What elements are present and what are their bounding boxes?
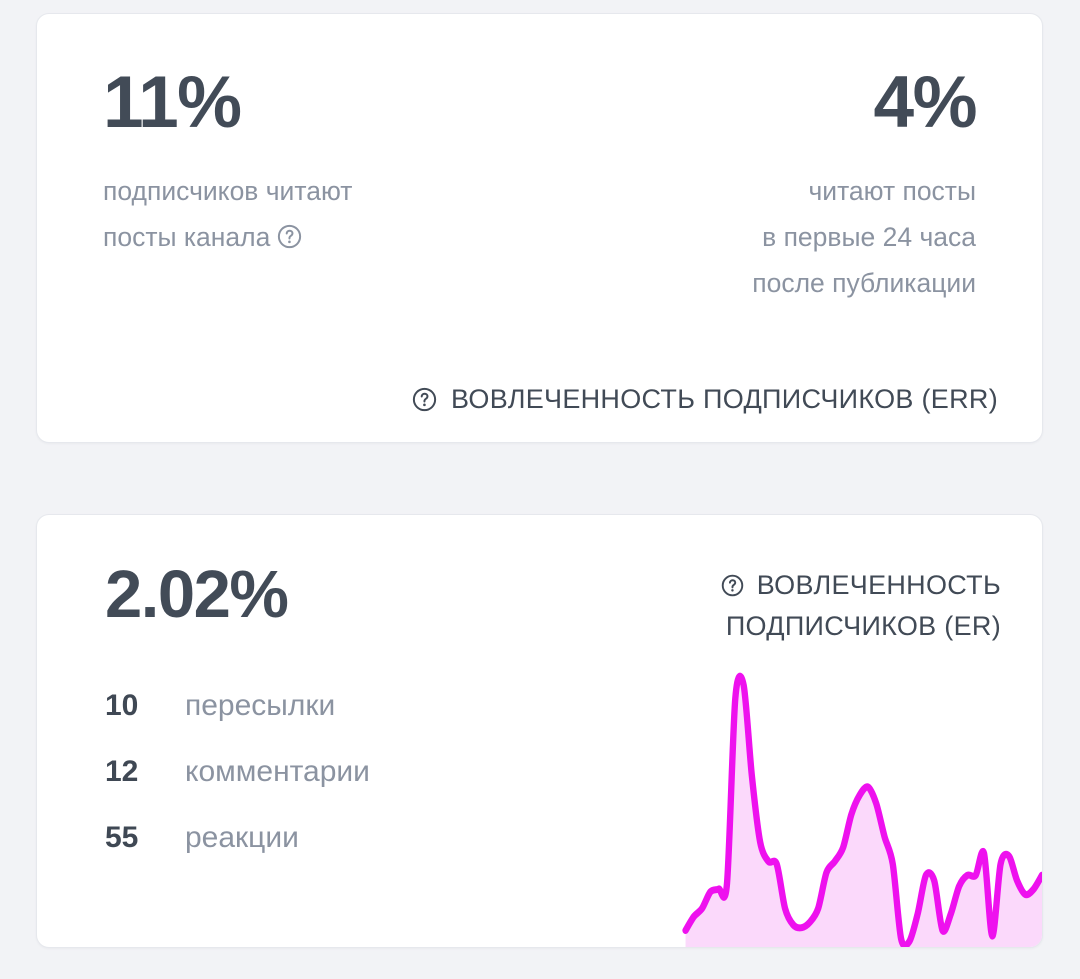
er-caption-line-1: ВОВЛЕЧЕННОСТЬ <box>756 570 1001 600</box>
err-right-column: 4% читают посты в первые 24 часа после п… <box>752 62 977 306</box>
err-card: 11% подписчиков читают посты канала 4% ч… <box>36 13 1043 443</box>
err-columns: 11% подписчиков читают посты канала 4% ч… <box>103 62 977 306</box>
er-chart-svg <box>682 672 1042 947</box>
err-24h-percent: 4% <box>873 62 977 143</box>
er-card: 2.02% 10 пересылки 12 комментарии 55 реа… <box>36 514 1043 948</box>
question-circle-icon[interactable] <box>277 224 302 249</box>
er-left-column: 2.02% 10 пересылки 12 комментарии 55 реа… <box>105 557 585 887</box>
err-24h-description-line-2: в первые 24 часа <box>762 222 976 253</box>
stat-value-forwards: 10 <box>105 689 139 723</box>
err-reach-description: подписчиков читают посты канала <box>103 168 352 260</box>
er-chart-area-fill <box>685 676 1042 947</box>
stat-value-reactions: 55 <box>105 821 139 855</box>
er-caption-line-2: ПОДПИСЧИКОВ (ER) <box>725 611 1001 641</box>
err-24h-description-line-3: после публикации <box>752 268 976 299</box>
stat-value-comments: 12 <box>105 755 139 789</box>
er-card-body: 2.02% 10 пересылки 12 комментарии 55 реа… <box>37 515 1042 947</box>
er-caption-line-1-row: ВОВЛЕЧЕННОСТЬ <box>611 565 1001 606</box>
err-24h-description-line-1: читают посты <box>808 176 976 207</box>
err-reach-description-line-1: подписчиков читают <box>103 176 353 207</box>
err-reach-percent: 11% <box>103 62 242 143</box>
err-caption-label: ВОВЛЕЧЕННОСТЬ ПОДПИСЧИКОВ (ERR) <box>450 384 998 414</box>
stat-row-reactions: 55 реакции <box>105 821 585 887</box>
question-circle-icon[interactable] <box>721 574 744 597</box>
er-stat-list: 10 пересылки 12 комментарии 55 реакции <box>105 689 585 887</box>
stat-row-forwards: 10 пересылки <box>105 689 585 755</box>
stat-row-comments: 12 комментарии <box>105 755 585 821</box>
er-chart[interactable] <box>651 657 1042 947</box>
stat-label-forwards: пересылки <box>185 689 336 723</box>
er-chart-line <box>682 672 1042 947</box>
err-left-column: 11% подписчиков читают посты канала <box>103 62 352 260</box>
er-caption[interactable]: ВОВЛЕЧЕННОСТЬ ПОДПИСЧИКОВ (ER) <box>611 565 1001 647</box>
stat-label-comments: комментарии <box>185 755 370 789</box>
err-24h-description: читают посты в первые 24 часа после публ… <box>752 168 976 306</box>
err-reach-description-line-2: посты канала <box>103 222 271 253</box>
er-percent: 2.02% <box>105 557 289 632</box>
question-circle-icon[interactable] <box>412 387 437 412</box>
stat-label-reactions: реакции <box>185 821 299 855</box>
err-caption[interactable]: ВОВЛЕЧЕННОСТЬ ПОДПИСЧИКОВ (ERR) <box>412 384 998 415</box>
er-caption-line-2-row: ПОДПИСЧИКОВ (ER) <box>611 606 1001 647</box>
